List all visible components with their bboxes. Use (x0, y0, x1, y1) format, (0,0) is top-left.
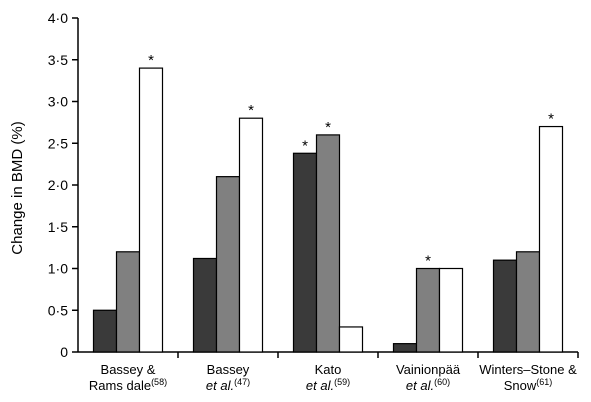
y-axis-label: Change in BMD (%) (9, 121, 26, 254)
y-tick-label: 0 (60, 344, 68, 360)
bar (94, 310, 117, 352)
x-tick-label-line1: Vainionpää (396, 362, 461, 377)
x-tick-label-name: Rams dale (89, 378, 151, 393)
bar (317, 135, 340, 352)
y-tick-label: 1·0 (48, 261, 68, 277)
x-tick-label-ref: (61) (536, 377, 552, 387)
bar (240, 118, 263, 352)
y-tick-label: 2·5 (48, 135, 68, 151)
x-tick-label-ref: (58) (151, 377, 167, 387)
bar (194, 258, 217, 352)
significance-asterisk: * (302, 137, 308, 154)
x-tick-label-line2: Snow(61) (504, 377, 553, 393)
y-tick-label: 4·0 (48, 10, 68, 26)
bar (217, 177, 240, 352)
significance-asterisk: * (548, 111, 554, 128)
x-tick-label-ref: (59) (334, 377, 350, 387)
x-tick-label-line1: Kato (315, 362, 342, 377)
bar (117, 252, 140, 352)
bar (294, 153, 317, 352)
x-tick-label-line1: Winters–Stone & (479, 362, 577, 377)
bar (140, 68, 163, 352)
y-axis: 0 0·5 1·0 1·5 2·0 2·5 3·0 3·5 4·0 (48, 10, 78, 360)
x-tick-label-line2: Rams dale(58) (89, 377, 167, 393)
bars-group (94, 68, 563, 352)
significance-asterisk: * (148, 52, 154, 69)
y-tick-label: 3·0 (48, 94, 68, 110)
y-tick-label: 0·5 (48, 302, 68, 318)
x-tick-label-name: et al. (406, 378, 434, 393)
x-tick-label-ref: (47) (234, 377, 250, 387)
x-tick-label-line2: et al.(47) (206, 377, 250, 393)
x-tick-label-line2: et al.(59) (306, 377, 350, 393)
bar (394, 344, 417, 352)
significance-asterisk: * (425, 253, 431, 270)
significance-asterisk: * (325, 119, 331, 136)
bar (517, 252, 540, 352)
x-tick-label-line1: Bassey (207, 362, 250, 377)
x-tick-label-line2: et al.(60) (406, 377, 450, 393)
significance-asterisk: * (248, 102, 254, 119)
bar (340, 327, 363, 352)
bar (494, 260, 517, 352)
x-tick-label-ref: (60) (434, 377, 450, 387)
bar (417, 269, 440, 353)
y-tick-label: 3·5 (48, 52, 68, 68)
y-tick-label: 1·5 (48, 219, 68, 235)
x-tick-label-line1: Bassey & (101, 362, 156, 377)
x-tick-label-name: Snow (504, 378, 537, 393)
bar (540, 127, 563, 352)
x-tick-label-name: et al. (206, 378, 234, 393)
bar (440, 269, 463, 353)
significance-markers: * * * * * * (148, 52, 554, 269)
x-tick-label-name: et al. (306, 378, 334, 393)
y-tick-label: 2·0 (48, 177, 68, 193)
